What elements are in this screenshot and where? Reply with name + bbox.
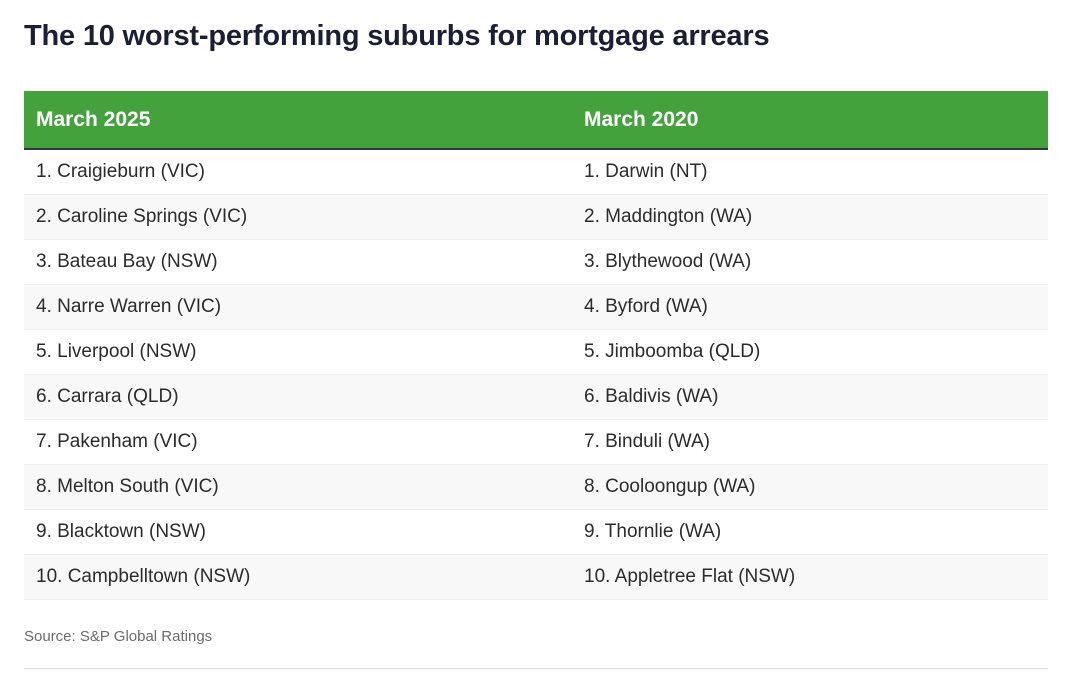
footer-divider (24, 668, 1048, 669)
table-cell-2025: 3. Bateau Bay (NSW) (24, 239, 572, 285)
arrears-table-container: March 2025 March 2020 1. Craigieburn (VI… (24, 91, 1048, 600)
table-cell-2020: 9. Thornlie (WA) (572, 509, 1048, 555)
table-cell-2025: 5. Liverpool (NSW) (24, 329, 572, 375)
table-cell-2020: 4. Byford (WA) (572, 284, 1048, 330)
table-cell-2025: 8. Melton South (VIC) (24, 464, 572, 510)
table-cell-2020: 5. Jimboomba (QLD) (572, 329, 1048, 375)
table-cell-2025: 6. Carrara (QLD) (24, 374, 572, 420)
table-row: 6. Carrara (QLD) 6. Baldivis (WA) (24, 374, 1048, 420)
table-cell-2025: 10. Campbelltown (NSW) (24, 554, 572, 600)
table-header: March 2025 March 2020 (24, 91, 1048, 150)
table-cell-2020: 1. Darwin (NT) (572, 149, 1048, 195)
table-cell-2025: 1. Craigieburn (VIC) (24, 149, 572, 195)
table-cell-2020: 2. Maddington (WA) (572, 194, 1048, 240)
table-cell-2020: 3. Blythewood (WA) (572, 239, 1048, 285)
table-row: 10. Campbelltown (NSW) 10. Appletree Fla… (24, 554, 1048, 600)
table-row: 3. Bateau Bay (NSW) 3. Blythewood (WA) (24, 239, 1048, 285)
table-row: 7. Pakenham (VIC) 7. Binduli (WA) (24, 419, 1048, 465)
page-title: The 10 worst-performing suburbs for mort… (24, 20, 770, 52)
table-row: 1. Craigieburn (VIC) 1. Darwin (NT) (24, 149, 1048, 195)
table-row: 2. Caroline Springs (VIC) 2. Maddington … (24, 194, 1048, 240)
table-cell-2025: 2. Caroline Springs (VIC) (24, 194, 572, 240)
table-row: 8. Melton South (VIC) 8. Cooloongup (WA) (24, 464, 1048, 510)
table-cell-2025: 4. Narre Warren (VIC) (24, 284, 572, 330)
column-header-march-2025: March 2025 (24, 91, 572, 150)
table-row: 5. Liverpool (NSW) 5. Jimboomba (QLD) (24, 329, 1048, 375)
table-row: 9. Blacktown (NSW) 9. Thornlie (WA) (24, 509, 1048, 555)
table-body: 1. Craigieburn (VIC) 1. Darwin (NT) 2. C… (24, 149, 1048, 600)
arrears-table: March 2025 March 2020 1. Craigieburn (VI… (24, 91, 1048, 600)
table-row: 4. Narre Warren (VIC) 4. Byford (WA) (24, 284, 1048, 330)
source-note: Source: S&P Global Ratings (24, 628, 213, 645)
table-header-row: March 2025 March 2020 (24, 91, 1048, 150)
table-cell-2025: 7. Pakenham (VIC) (24, 419, 572, 465)
table-cell-2020: 6. Baldivis (WA) (572, 374, 1048, 420)
table-cell-2020: 7. Binduli (WA) (572, 419, 1048, 465)
table-cell-2020: 8. Cooloongup (WA) (572, 464, 1048, 510)
column-header-march-2020: March 2020 (572, 91, 1048, 150)
table-cell-2025: 9. Blacktown (NSW) (24, 509, 572, 555)
table-cell-2020: 10. Appletree Flat (NSW) (572, 554, 1048, 600)
